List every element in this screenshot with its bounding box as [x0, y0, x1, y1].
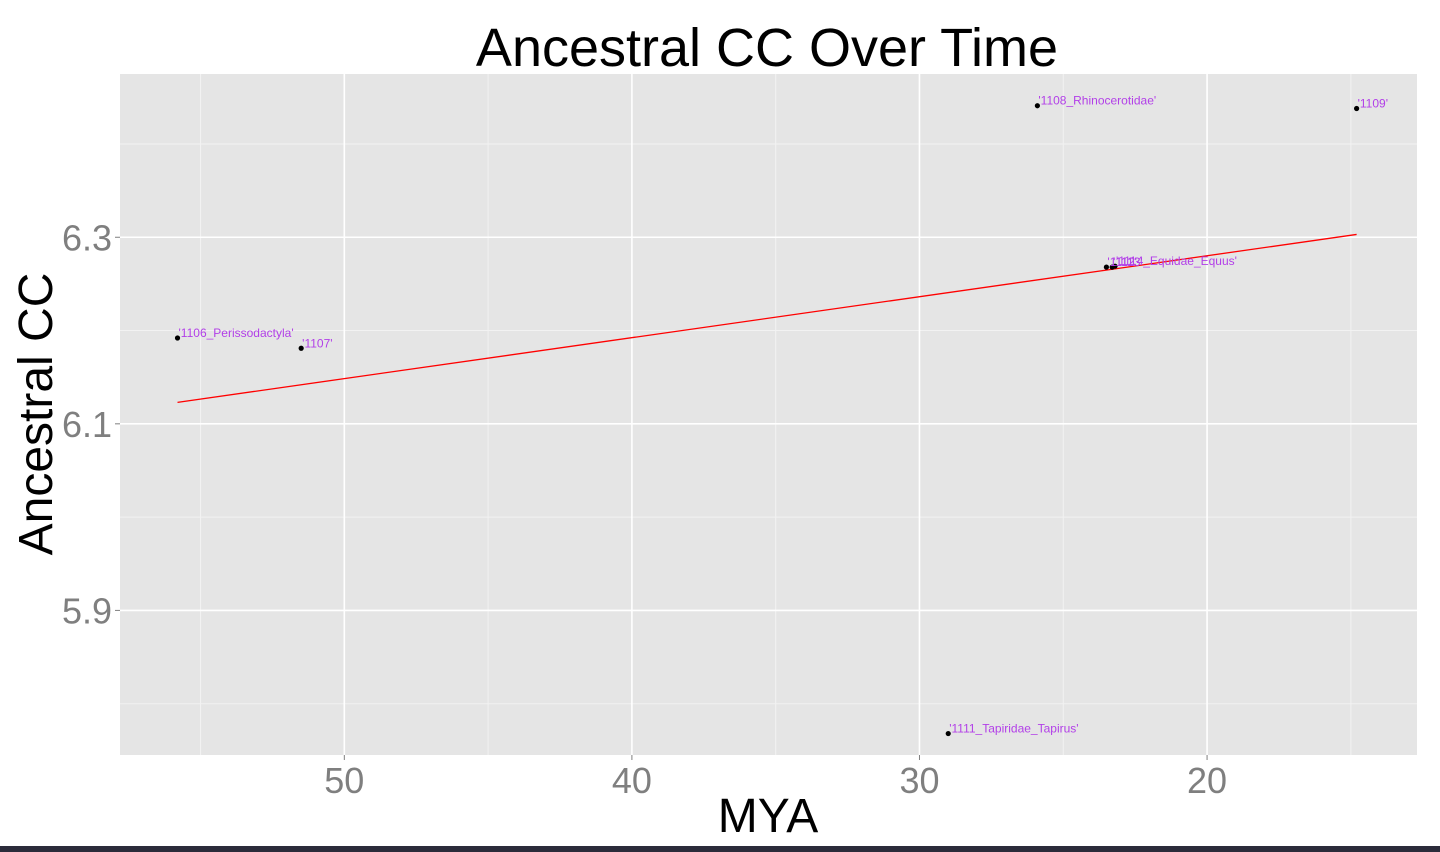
- major-gridlines: [120, 74, 1417, 755]
- plot-panel: [120, 74, 1417, 755]
- data-point: [1034, 103, 1040, 109]
- point-label: '1111_Tapiridae_Tapirus': [949, 722, 1078, 736]
- x-tick-label: 40: [612, 760, 652, 801]
- data-point: [298, 345, 304, 351]
- chart-title: Ancestral CC Over Time: [476, 18, 1058, 78]
- data-point: [1103, 264, 1110, 270]
- x-axis-ticks: 50 40 30 20: [324, 755, 1227, 801]
- point-label: '1113': [1113, 255, 1143, 269]
- point-label: '1108_Rhinocerotidae': [1038, 94, 1156, 108]
- data-point: [1112, 263, 1118, 269]
- data-point: [1354, 105, 1360, 112]
- y-tick-label: 5.9: [62, 590, 112, 631]
- data-points: [174, 103, 1360, 737]
- y-axis-ticks: 5.9 6.1 6.3: [62, 217, 120, 631]
- y-tick-label: 6.3: [62, 217, 112, 258]
- window-bottom-edge: [0, 846, 1440, 852]
- y-axis-title: Ancestral CC: [10, 273, 63, 556]
- point-label: '1106_Perissodactyla': [179, 326, 294, 340]
- point-label: '1107': [302, 336, 332, 350]
- point-label: '1109': [1358, 97, 1388, 111]
- minor-gridlines: [120, 74, 1417, 755]
- point-labels: '1106_Perissodactyla' '1107' '1108_Rhinoce…: [179, 94, 1388, 736]
- data-point: [174, 335, 181, 341]
- point-label: '1114_Equidae_Equus': [1116, 254, 1237, 268]
- x-tick-label: 50: [324, 760, 364, 801]
- x-tick-label: 30: [899, 760, 939, 801]
- trend-line: [177, 233, 1357, 404]
- y-tick-label: 6.1: [62, 404, 112, 445]
- x-axis-title: MYA: [718, 790, 818, 843]
- data-point: [945, 730, 951, 737]
- point-label: '1112': [1107, 255, 1137, 269]
- x-tick-label: 20: [1187, 760, 1227, 801]
